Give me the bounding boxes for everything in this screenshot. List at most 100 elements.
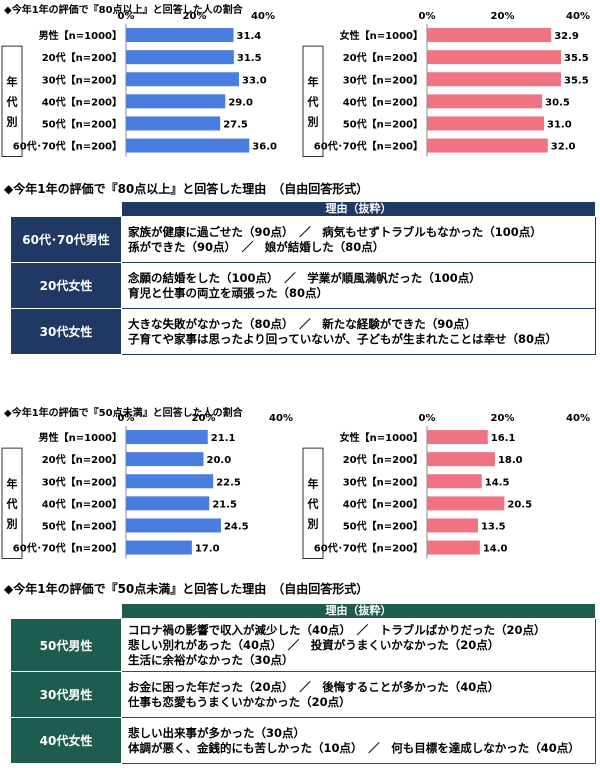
bar <box>427 430 488 445</box>
data-label: 24.5 <box>224 521 249 532</box>
row-label: 50代男性 <box>10 618 122 672</box>
reason-line: 仕事も恋愛もうまくいかなかった（20点） <box>128 694 351 709</box>
reason-line: 悲しい出来事が多かった（30点） <box>128 725 306 740</box>
tick-label: 0% <box>118 11 135 22</box>
reason-cell: コロナ禍の影響で収入が減少した（40点） ／ トラブルばかりだった（20点） 悲し… <box>121 618 596 672</box>
bar <box>427 116 545 131</box>
reasons-table-80: 理由（抜粋） 60代･70代男性 家族が健康に過ごせた（90点） ／ 病気もせずト… <box>10 201 596 355</box>
table-header: 理由（抜粋） <box>121 201 596 217</box>
reasons1-heading: ◆今年1年の評価で『80点以上』と回答した理由 （自由回答形式） <box>4 182 369 196</box>
reason-line: 子育てや家事は思ったより回っていないが、子どもが生まれたことは幸せ（80点） <box>128 331 557 346</box>
bar <box>126 116 221 131</box>
category-label: 40代【n=200】 <box>343 497 423 510</box>
reasons-table-50: 理由（抜粋） 50代男性 コロナ禍の影響で収入が減少した（40点） ／ トラブルば… <box>10 603 596 764</box>
bar <box>126 540 192 555</box>
category-label: 女性【n=1000】 <box>340 431 423 444</box>
table-row: 40代女性 悲しい出来事が多かった（30点） 体調が悪く、金銭的にも苦しかった（10… <box>10 717 596 764</box>
tick-label: 40% <box>566 11 590 22</box>
category-label: 20代【n=200】 <box>343 51 423 64</box>
age-group-box <box>1 447 23 560</box>
table-row: 60代･70代男性 家族が健康に過ごせた（90点） ／ 病気もせずトラブルもなかっ… <box>10 216 596 263</box>
tick-label: 0% <box>118 413 135 424</box>
age-group-label: 年 <box>308 74 319 88</box>
data-label: 20.0 <box>207 455 232 466</box>
data-label: 22.5 <box>216 477 241 488</box>
category-label: 40代【n=200】 <box>42 95 122 108</box>
age-group-label: 代 <box>307 94 319 108</box>
tick-label: 20% <box>491 11 515 22</box>
reason-line: 育児と仕事の両立を頑張った（80点） <box>128 285 329 300</box>
table-row: 30代女性 大きな失敗がなかった（80点） ／ 新たな経験ができた（90点） 子育て… <box>10 308 596 355</box>
data-label: 29.0 <box>228 97 253 108</box>
reasons2-heading: ◆今年1年の評価で『50点未満』と回答した理由 （自由回答形式） <box>4 582 369 596</box>
category-label: 50代【n=200】 <box>343 117 423 130</box>
reason-cell: お金に困った年だった（20点） ／ 後悔することが多かった（40点） 仕事も恋愛も… <box>121 671 596 718</box>
reason-cell: 大きな失敗がなかった（80点） ／ 新たな経験ができた（90点） 子育てや家事は思… <box>121 308 596 355</box>
bar <box>126 28 234 43</box>
bar <box>427 518 478 533</box>
data-label: 14.0 <box>483 544 508 555</box>
age-group-label: 代 <box>307 496 319 510</box>
category-label: 20代【n=200】 <box>42 51 122 64</box>
bar <box>427 94 543 109</box>
chart2-heading: ◆今年1年の評価で『50点未満』と回答した人の割合 <box>4 408 243 419</box>
age-group-label: 別 <box>307 516 319 530</box>
age-group-label: 年 <box>308 476 319 490</box>
reason-line: 生活に余裕がなかった（30点） <box>128 652 294 667</box>
bar <box>126 496 210 511</box>
data-label: 32.0 <box>551 142 576 153</box>
data-label: 20.5 <box>507 499 532 510</box>
bar <box>126 94 226 109</box>
row-label: 30代男性 <box>10 671 122 718</box>
bar <box>427 28 552 43</box>
bar <box>427 138 548 153</box>
row-label: 30代女性 <box>10 308 122 355</box>
category-label: 30代【n=200】 <box>42 73 122 86</box>
category-label: 40代【n=200】 <box>42 497 122 510</box>
tick-label: 20% <box>192 413 216 424</box>
category-label: 60代･70代【n=200】 <box>314 542 423 555</box>
age-group-label: 代 <box>6 94 18 108</box>
category-label: 30代【n=200】 <box>343 73 423 86</box>
row-label: 60代･70代男性 <box>10 216 122 263</box>
age-group-label: 年 <box>7 476 18 490</box>
data-label: 27.5 <box>223 119 248 130</box>
reason-line: 念願の結婚をした（100点） ／ 学業が順風満帆だった（100点） <box>128 270 481 285</box>
reason-line: 悲しい別れがあった（40点） ／ 投資がうまくいかなかった（20点） <box>128 637 500 652</box>
reason-line: 大きな失敗がなかった（80点） ／ 新たな経験ができた（90点） <box>128 316 477 331</box>
data-label: 32.9 <box>554 31 579 42</box>
tick-label: 40% <box>566 413 590 424</box>
age-group-label: 別 <box>307 114 319 128</box>
data-label: 30.5 <box>545 97 570 108</box>
category-label: 20代【n=200】 <box>343 453 423 466</box>
category-label: 60代･70代【n=200】 <box>314 140 423 153</box>
data-label: 31.4 <box>237 31 262 42</box>
data-label: 31.0 <box>547 119 572 130</box>
category-label: 50代【n=200】 <box>42 519 122 532</box>
tick-label: 20% <box>183 11 207 22</box>
bar <box>427 72 562 87</box>
bar <box>427 50 562 65</box>
data-label: 33.0 <box>242 75 267 86</box>
data-label: 18.0 <box>498 455 523 466</box>
age-group-label: 年 <box>7 74 18 88</box>
data-label: 21.1 <box>211 433 236 444</box>
age-group-box <box>1 45 23 157</box>
tick-label: 20% <box>491 413 515 424</box>
tick-label: 40% <box>251 11 275 22</box>
reason-line: コロナ禍の影響で収入が減少した（40点） ／ トラブルばかりだった（20点） <box>128 622 546 637</box>
age-group-box <box>302 45 324 157</box>
tick-label: 0% <box>419 11 436 22</box>
bar <box>126 138 250 153</box>
reason-cell: 悲しい出来事が多かった（30点） 体調が悪く、金銭的にも苦しかった（10点） ／ … <box>121 717 596 764</box>
data-label: 36.0 <box>252 142 277 153</box>
category-label: 30代【n=200】 <box>42 475 122 488</box>
category-label: 50代【n=200】 <box>42 117 122 130</box>
reason-cell: 念願の結婚をした（100点） ／ 学業が順風満帆だった（100点） 育児と仕事の両… <box>121 262 596 309</box>
row-label: 20代女性 <box>10 262 122 309</box>
category-label: 男性【n=1000】 <box>39 431 122 444</box>
age-group-label: 別 <box>6 114 18 128</box>
row-label: 40代女性 <box>10 717 122 764</box>
age-group-label: 別 <box>6 516 18 530</box>
